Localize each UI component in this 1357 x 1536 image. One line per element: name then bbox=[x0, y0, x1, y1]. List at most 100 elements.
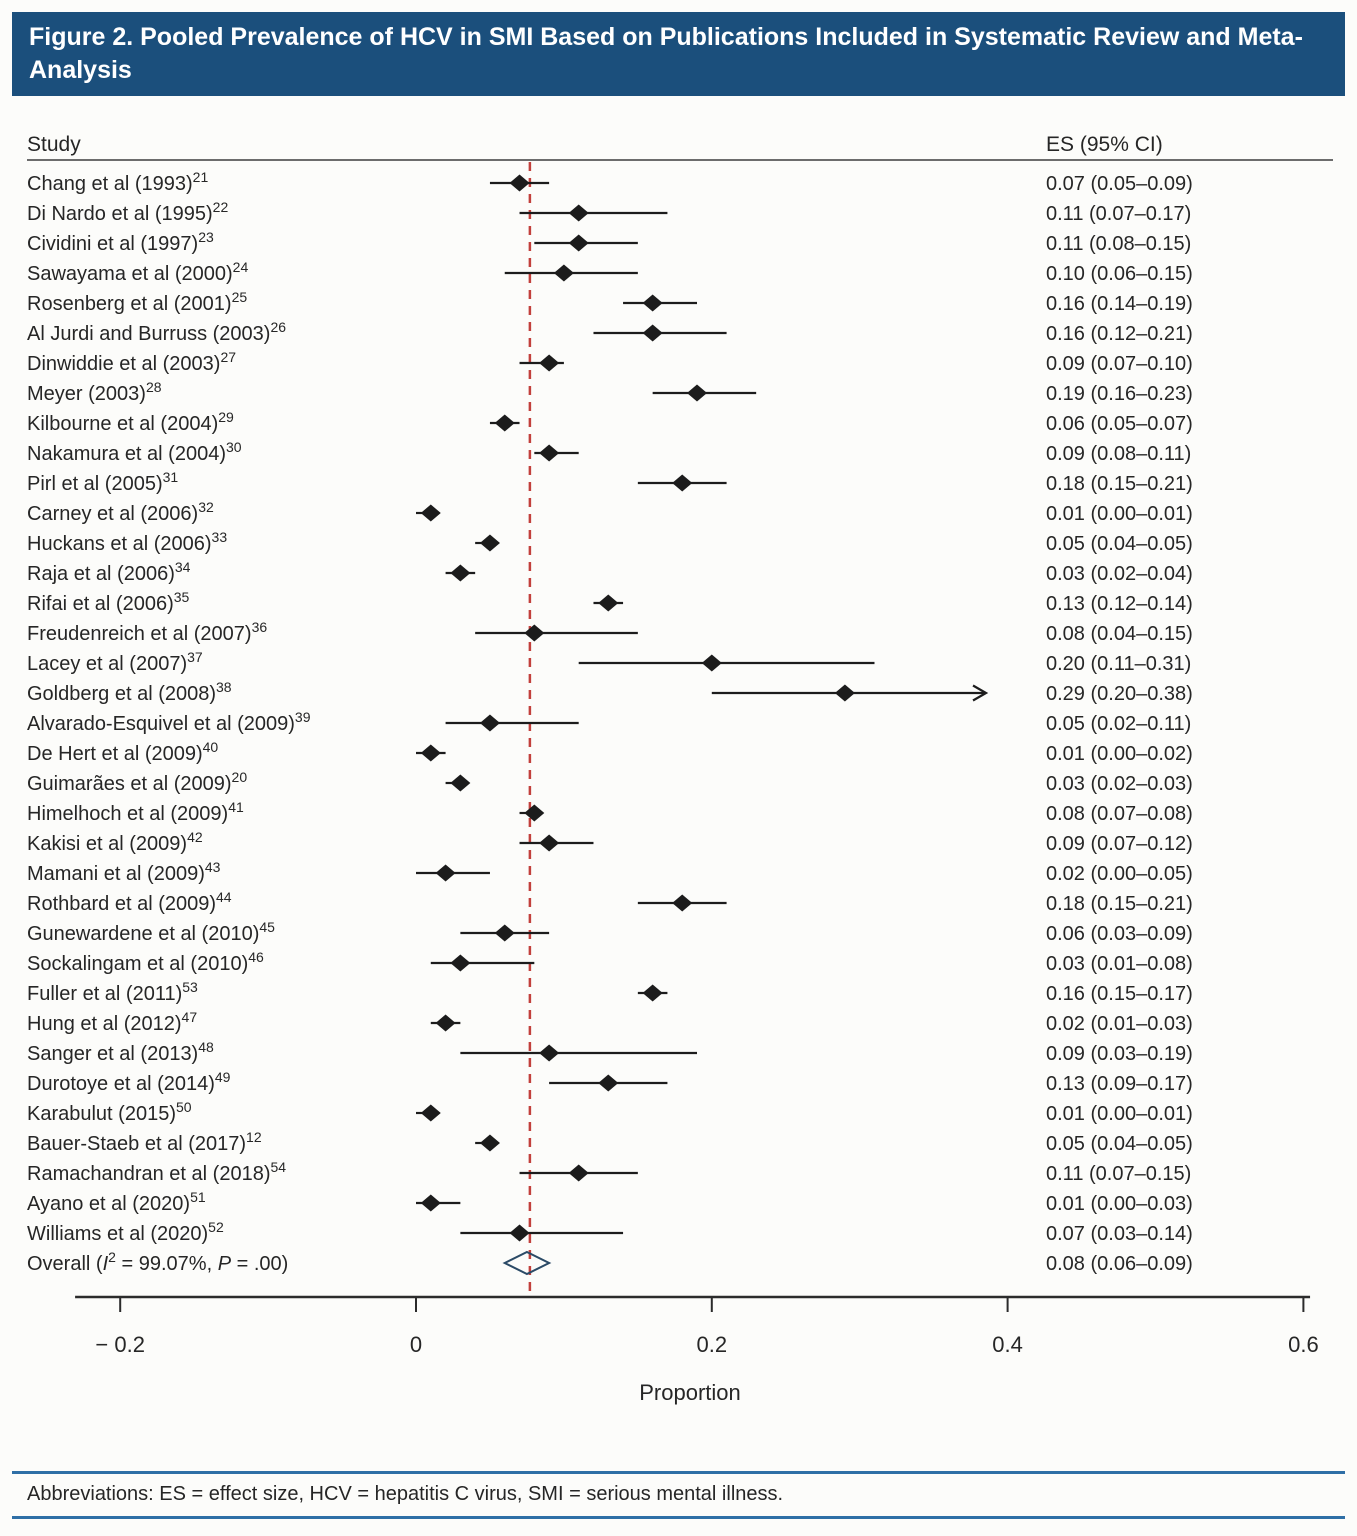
ci-arrowhead bbox=[972, 684, 989, 702]
study-row: Huckans et al (2006)33 0.05 (0.04–0.05) bbox=[27, 529, 1193, 555]
es-diamond bbox=[420, 744, 441, 762]
es-diamond bbox=[642, 294, 663, 312]
es-value: 0.03 (0.01–0.08) bbox=[1046, 953, 1193, 975]
study-row: Nakamura et al (2004)30 0.09 (0.08–0.11) bbox=[27, 439, 1191, 465]
study-row: Lacey et al (2007)37 0.20 (0.11–0.31) bbox=[27, 649, 1191, 675]
study-row: Bauer-Staeb et al (2017)12 0.05 (0.04–0.0… bbox=[27, 1129, 1193, 1155]
study-label: Ramachandran et al (2018)54 bbox=[27, 1159, 286, 1185]
study-label: Di Nardo et al (1995)22 bbox=[27, 199, 228, 225]
es-value: 0.11 (0.08–0.15) bbox=[1046, 233, 1191, 255]
overall-row: Overall (I2 = 99.07%, P = .00) 0.08 (0.06… bbox=[27, 1249, 1193, 1276]
study-row: Sockalingam et al (2010)46 0.03 (0.01–0.0… bbox=[27, 949, 1193, 975]
es-diamond bbox=[687, 384, 708, 402]
study-row: Pirl et al (2005)31 0.18 (0.15–0.21) bbox=[27, 469, 1193, 495]
es-value: 0.10 (0.06–0.15) bbox=[1046, 263, 1193, 285]
es-value: 0.08 (0.04–0.15) bbox=[1046, 623, 1193, 645]
study-label: Hung et al (2012)47 bbox=[27, 1009, 197, 1035]
es-value: 0.13 (0.09–0.17) bbox=[1046, 1073, 1193, 1095]
es-diamond bbox=[642, 324, 663, 342]
es-value: 0.09 (0.07–0.12) bbox=[1046, 833, 1193, 855]
study-label: Kilbourne et al (2004)29 bbox=[27, 409, 234, 435]
es-value: 0.09 (0.03–0.19) bbox=[1046, 1043, 1193, 1065]
es-diamond bbox=[539, 1044, 560, 1062]
study-label: Ayano et al (2020)51 bbox=[27, 1189, 206, 1215]
es-value: 0.05 (0.02–0.11) bbox=[1046, 713, 1191, 735]
study-row: Dinwiddie et al (2003)27 0.09 (0.07–0.10) bbox=[27, 349, 1193, 375]
study-row: Fuller et al (2011)53 0.16 (0.15–0.17) bbox=[27, 979, 1193, 1005]
study-label: Himelhoch et al (2009)41 bbox=[27, 799, 244, 825]
es-value: 0.08 (0.07–0.08) bbox=[1046, 803, 1193, 825]
es-value: 0.19 (0.16–0.23) bbox=[1046, 383, 1193, 405]
study-label: Sawayama et al (2000)24 bbox=[27, 259, 248, 285]
study-label: Pirl et al (2005)31 bbox=[27, 469, 178, 495]
study-label: Alvarado-Esquivel et al (2009)39 bbox=[27, 709, 311, 735]
study-row: Sanger et al (2013)48 0.09 (0.03–0.19) bbox=[27, 1039, 1193, 1065]
study-row: Carney et al (2006)32 0.01 (0.00–0.01) bbox=[27, 499, 1193, 525]
study-label: Mamani et al (2009)43 bbox=[27, 859, 221, 885]
study-label: Carney et al (2006)32 bbox=[27, 499, 214, 525]
es-value: 0.01 (0.00–0.01) bbox=[1046, 1103, 1193, 1125]
study-label: Williams et al (2020)52 bbox=[27, 1219, 224, 1245]
es-value: 0.05 (0.04–0.05) bbox=[1046, 533, 1193, 555]
es-diamond bbox=[494, 414, 515, 432]
study-label: Gunewardene et al (2010)45 bbox=[27, 919, 275, 945]
es-diamond bbox=[450, 774, 471, 792]
study-label: Sockalingam et al (2010)46 bbox=[27, 949, 264, 975]
es-diamond bbox=[672, 474, 693, 492]
es-value: 0.08 (0.06–0.09) bbox=[1046, 1253, 1193, 1275]
study-row: Sawayama et al (2000)24 0.10 (0.06–0.15) bbox=[27, 259, 1193, 285]
es-diamond bbox=[539, 444, 560, 462]
figure-title-bar: Figure 2. Pooled Prevalence of HCV in SM… bbox=[12, 12, 1345, 96]
study-row: Di Nardo et al (1995)22 0.11 (0.07–0.17) bbox=[27, 199, 1191, 225]
study-label: Al Jurdi and Burruss (2003)26 bbox=[27, 319, 286, 345]
es-value: 0.16 (0.14–0.19) bbox=[1046, 293, 1193, 315]
es-diamond bbox=[539, 834, 560, 852]
study-row: Rothbard et al (2009)44 0.18 (0.15–0.21) bbox=[27, 889, 1193, 915]
study-label: Bauer-Staeb et al (2017)12 bbox=[27, 1129, 262, 1155]
es-diamond bbox=[509, 1224, 530, 1242]
study-label: Meyer (2003)28 bbox=[27, 379, 162, 405]
es-value: 0.07 (0.05–0.09) bbox=[1046, 173, 1193, 195]
study-label: De Hert et al (2009)40 bbox=[27, 739, 218, 765]
es-diamond bbox=[539, 354, 560, 372]
es-value: 0.16 (0.15–0.17) bbox=[1046, 983, 1193, 1005]
x-axis-tick-label: 0 bbox=[410, 1332, 422, 1357]
study-label: Lacey et al (2007)37 bbox=[27, 649, 203, 675]
es-value: 0.18 (0.15–0.21) bbox=[1046, 893, 1193, 915]
es-value: 0.01 (0.00–0.03) bbox=[1046, 1193, 1193, 1215]
es-value: 0.29 (0.20–0.38) bbox=[1046, 683, 1193, 705]
x-axis-label: Proportion bbox=[639, 1380, 741, 1405]
es-value: 0.03 (0.02–0.04) bbox=[1046, 563, 1193, 585]
es-diamond bbox=[420, 1194, 441, 1212]
es-value: 0.06 (0.03–0.09) bbox=[1046, 923, 1193, 945]
es-diamond bbox=[479, 534, 500, 552]
x-axis-tick-label: 0.6 bbox=[1288, 1332, 1319, 1357]
study-label: Chang et al (1993)21 bbox=[27, 169, 208, 195]
column-header-es: ES (95% CI) bbox=[1046, 133, 1163, 156]
es-value: 0.06 (0.05–0.07) bbox=[1046, 413, 1193, 435]
study-label: Durotoye et al (2014)49 bbox=[27, 1069, 231, 1095]
es-value: 0.13 (0.12–0.14) bbox=[1046, 593, 1193, 615]
study-label: Huckans et al (2006)33 bbox=[27, 529, 227, 555]
es-value: 0.05 (0.04–0.05) bbox=[1046, 1133, 1193, 1155]
es-diamond bbox=[494, 924, 515, 942]
study-row: Gunewardene et al (2010)45 0.06 (0.03–0.0… bbox=[27, 919, 1193, 945]
study-label: Kakisi et al (2009)42 bbox=[27, 829, 203, 855]
x-axis-tick-label: − 0.2 bbox=[95, 1332, 145, 1357]
es-diamond bbox=[672, 894, 693, 912]
study-row: Guimarães et al (2009)20 0.03 (0.02–0.03) bbox=[27, 769, 1193, 795]
es-value: 0.07 (0.03–0.14) bbox=[1046, 1223, 1193, 1245]
study-label: Raja et al (2006)34 bbox=[27, 559, 191, 585]
es-value: 0.02 (0.00–0.05) bbox=[1046, 863, 1193, 885]
es-diamond bbox=[524, 624, 545, 642]
study-row: Himelhoch et al (2009)41 0.08 (0.07–0.08) bbox=[27, 799, 1193, 825]
es-diamond bbox=[479, 1134, 500, 1152]
es-value: 0.09 (0.08–0.11) bbox=[1046, 443, 1191, 465]
study-row: Mamani et al (2009)43 0.02 (0.00–0.05) bbox=[27, 859, 1193, 885]
es-value: 0.18 (0.15–0.21) bbox=[1046, 473, 1193, 495]
study-row: Alvarado-Esquivel et al (2009)39 0.05 (0.… bbox=[27, 709, 1191, 735]
es-diamond bbox=[420, 504, 441, 522]
study-label: Cividini et al (1997)23 bbox=[27, 229, 214, 255]
study-label: Guimarães et al (2009)20 bbox=[27, 769, 247, 795]
